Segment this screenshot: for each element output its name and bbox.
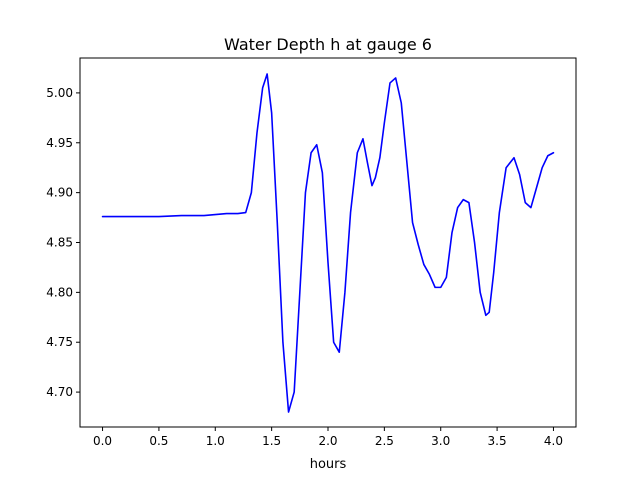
x-tick-label: 4.0 (544, 434, 563, 448)
x-tick-label: 0.5 (149, 434, 168, 448)
y-tick-label: 4.85 (46, 236, 73, 250)
x-tick-label: 3.0 (431, 434, 450, 448)
x-tick-label: 1.0 (206, 434, 225, 448)
y-tick-label: 4.90 (46, 186, 73, 200)
chart-title: Water Depth h at gauge 6 (224, 35, 432, 54)
series-line-1 (101, 73, 555, 413)
y-tick-label: 4.95 (46, 136, 73, 150)
x-tick-label: 2.0 (318, 434, 337, 448)
x-axis: 0.0 0.5 1.0 1.5 2.0 2.5 3.0 3.5 4.0 (93, 427, 563, 448)
x-tick-label: 3.5 (488, 434, 507, 448)
x-axis-label: hours (310, 457, 347, 472)
y-tick-label: 4.80 (46, 285, 73, 299)
y-tick-label: 5.00 (46, 86, 73, 100)
y-tick-label: 4.75 (46, 335, 73, 349)
y-axis: 4.70 4.75 4.80 4.85 4.90 4.95 5.00 (46, 86, 80, 399)
x-tick-label: 2.5 (375, 434, 394, 448)
x-tick-label: 0.0 (93, 434, 112, 448)
y-tick-label: 4.70 (46, 385, 73, 399)
x-tick-label: 1.5 (262, 434, 281, 448)
